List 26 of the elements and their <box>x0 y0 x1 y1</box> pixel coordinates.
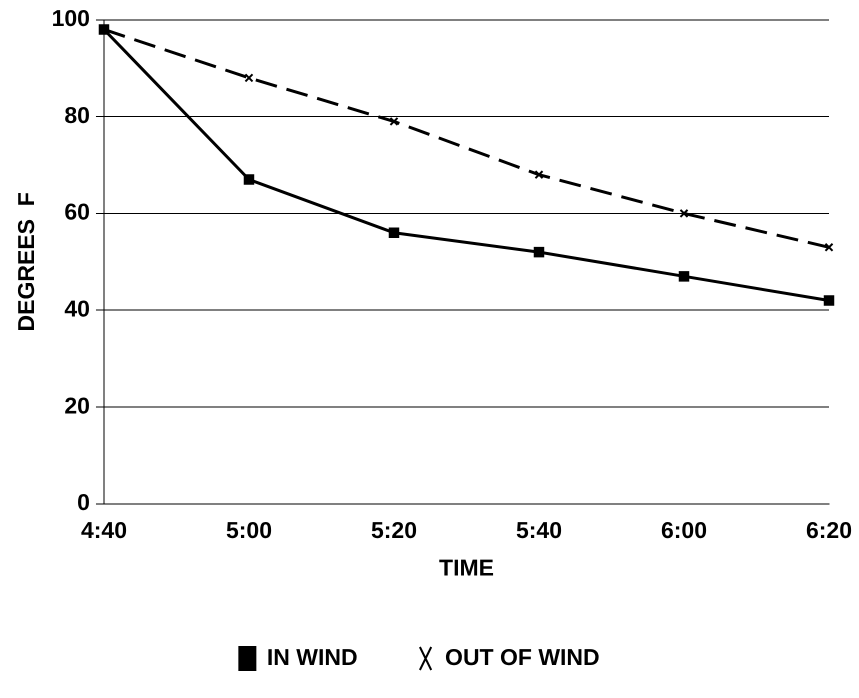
x-tick-label: 5:20 <box>370 516 418 543</box>
point <box>388 228 400 238</box>
point <box>244 73 254 82</box>
y-tick-label: 0 <box>77 489 90 516</box>
point <box>534 170 544 180</box>
y-tick-label: 20 <box>64 392 90 418</box>
y-tick-label: 100 <box>52 5 90 32</box>
point <box>244 174 254 185</box>
legend-label: IN WIND <box>266 644 358 670</box>
point <box>824 242 834 252</box>
y-axis-title: DEGREES F <box>13 192 40 332</box>
point <box>679 208 689 218</box>
x-tick-label: 4:40 <box>80 516 127 543</box>
x-tick-label: 5:40 <box>516 516 562 543</box>
point <box>389 116 399 126</box>
legend-label: OUT OF WIND <box>445 644 600 670</box>
point <box>678 271 690 282</box>
x-tick-label: 5:00 <box>226 516 272 543</box>
x-tick-label: 6:00 <box>660 516 708 543</box>
point <box>534 246 544 258</box>
point <box>824 295 834 306</box>
y-tick-label: 40 <box>64 296 90 322</box>
y-tick-label: 60 <box>64 198 90 225</box>
x-axis-title: TIME <box>439 554 494 581</box>
y-tick-label: 80 <box>64 102 90 128</box>
x-tick-label: 6:20 <box>806 516 852 543</box>
